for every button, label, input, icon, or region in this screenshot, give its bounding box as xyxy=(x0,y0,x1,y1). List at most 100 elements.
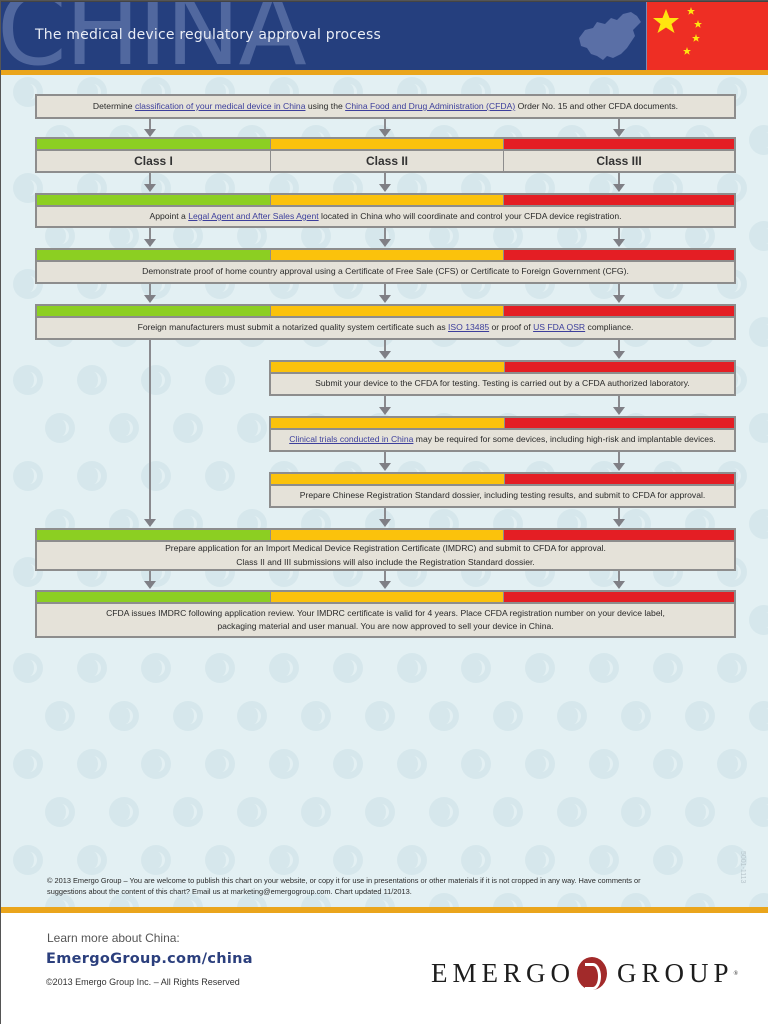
step-device-testing: Submit your device to the CFDA for testi… xyxy=(269,372,736,396)
step-4-color-bars xyxy=(269,360,736,372)
watermark-logo-icon xyxy=(685,797,715,827)
header-banner: CHINA The medical device regulatory appr… xyxy=(1,1,768,71)
china-flag xyxy=(646,2,768,71)
watermark-logo-icon xyxy=(109,413,139,443)
watermark-logo-icon xyxy=(397,845,427,875)
watermark-logo-icon xyxy=(173,701,203,731)
clinical-trials-link[interactable]: Clinical trials conducted in China xyxy=(289,434,414,445)
watermark-logo-icon xyxy=(109,893,139,907)
watermark-logo-icon xyxy=(205,749,235,779)
watermark-logo-icon xyxy=(13,653,43,683)
copyright-notice: © 2013 Emergo Group – You are welcome to… xyxy=(47,876,641,896)
arrow-down-icon xyxy=(613,173,625,192)
class-iii-label: Class III xyxy=(503,151,734,171)
watermark-logo-icon xyxy=(557,701,587,731)
class-i-bar xyxy=(37,530,270,540)
watermark-logo-icon xyxy=(205,653,235,683)
step-registration-standard-dossier: Prepare Chinese Registration Standard do… xyxy=(269,484,736,508)
class-iii-bar xyxy=(503,195,734,205)
arrow-down-icon xyxy=(144,284,156,303)
step-1-color-bars xyxy=(35,193,736,205)
watermark-logo-icon xyxy=(749,605,768,635)
watermark-logo-icon xyxy=(45,893,75,907)
watermark-logo-icon xyxy=(45,701,75,731)
watermark-logo-icon xyxy=(589,653,619,683)
class-iii-bar xyxy=(503,592,734,602)
watermark-logo-icon xyxy=(749,701,768,731)
watermark-logo-icon xyxy=(685,893,715,907)
arrow-down-icon xyxy=(379,452,391,471)
class-ii-bar xyxy=(271,418,504,428)
legal-agent-link[interactable]: Legal Agent and After Sales Agent xyxy=(188,210,319,221)
watermark-logo-icon xyxy=(173,893,203,907)
watermark-logo-icon xyxy=(493,701,523,731)
watermark-logo-icon xyxy=(493,797,523,827)
class-iii-bar xyxy=(503,250,734,260)
watermark-logo-icon xyxy=(365,701,395,731)
watermark-logo-icon xyxy=(557,893,587,907)
watermark-logo-icon xyxy=(525,653,555,683)
watermark-logo-icon xyxy=(429,701,459,731)
cfda-link[interactable]: China Food and Drug Administration (CFDA… xyxy=(345,100,516,111)
arrow-down-icon xyxy=(379,508,391,527)
watermark-logo-icon xyxy=(173,413,203,443)
step-clinical-trials: Clinical trials conducted in China may b… xyxy=(269,428,736,452)
watermark-logo-icon xyxy=(429,893,459,907)
class-i-label: Class I xyxy=(134,154,173,168)
watermark-logo-icon xyxy=(589,749,619,779)
step-2-color-bars xyxy=(35,248,736,260)
step-imdrc-issued: CFDA issues IMDRC following application … xyxy=(35,602,736,638)
watermark-logo-icon xyxy=(13,749,43,779)
arrow-down-icon xyxy=(613,452,625,471)
arrow-down-icon xyxy=(613,119,625,137)
step-5-color-bars xyxy=(269,416,736,428)
watermark-logo-icon xyxy=(77,653,107,683)
step-6-color-bars xyxy=(269,472,736,484)
class-iii-bar xyxy=(504,474,734,484)
rights-reserved: ©2013 Emergo Group Inc. – All Rights Res… xyxy=(46,977,240,987)
arrow-down-icon xyxy=(613,396,625,415)
watermark-logo-icon xyxy=(45,797,75,827)
watermark-logo-icon xyxy=(621,701,651,731)
arrow-down-icon xyxy=(613,284,625,303)
arrow-down-icon xyxy=(379,396,391,415)
watermark-logo-icon xyxy=(397,749,427,779)
watermark-logo-icon xyxy=(237,413,267,443)
watermark-logo-icon xyxy=(333,653,363,683)
us-fda-qsr-link[interactable]: US FDA QSR xyxy=(533,322,586,333)
watermark-logo-icon xyxy=(109,797,139,827)
class-color-bars xyxy=(35,137,736,149)
arrow-down-icon xyxy=(144,228,156,247)
arrow-down-icon xyxy=(613,340,625,359)
watermark-logo-icon xyxy=(749,125,768,155)
watermark-logo-icon xyxy=(13,461,43,491)
arrow-down-icon xyxy=(144,340,156,527)
watermark-logo-icon xyxy=(557,797,587,827)
watermark-logo-icon xyxy=(205,365,235,395)
watermark-logo-icon xyxy=(749,893,768,907)
watermark-logo-icon xyxy=(141,461,171,491)
website-link[interactable]: EmergoGroup.com/china xyxy=(46,951,253,967)
watermark-logo-icon xyxy=(269,749,299,779)
watermark-logo-icon xyxy=(205,845,235,875)
page-title: The medical device regulatory approval p… xyxy=(35,27,381,43)
class-iii-bar xyxy=(504,362,734,372)
watermark-logo-icon xyxy=(653,653,683,683)
watermark-logo-icon xyxy=(45,413,75,443)
emergo-logo-icon xyxy=(577,957,607,990)
classification-link[interactable]: classification of your medical device in… xyxy=(134,100,306,111)
iso-13485-link[interactable]: ISO 13485 xyxy=(448,322,490,333)
watermark-logo-icon xyxy=(749,317,768,347)
watermark-logo-icon xyxy=(301,893,331,907)
class-i-bar xyxy=(37,139,270,149)
watermark-logo-icon xyxy=(141,365,171,395)
watermark-logo-icon xyxy=(77,749,107,779)
class-iii-bar xyxy=(503,530,734,540)
watermark-logo-icon xyxy=(461,653,491,683)
watermark-logo-icon xyxy=(237,893,267,907)
arrow-down-icon xyxy=(613,228,625,247)
watermark-logo-icon xyxy=(13,365,43,395)
arrow-down-icon xyxy=(379,284,391,303)
arrow-down-icon xyxy=(144,119,156,137)
